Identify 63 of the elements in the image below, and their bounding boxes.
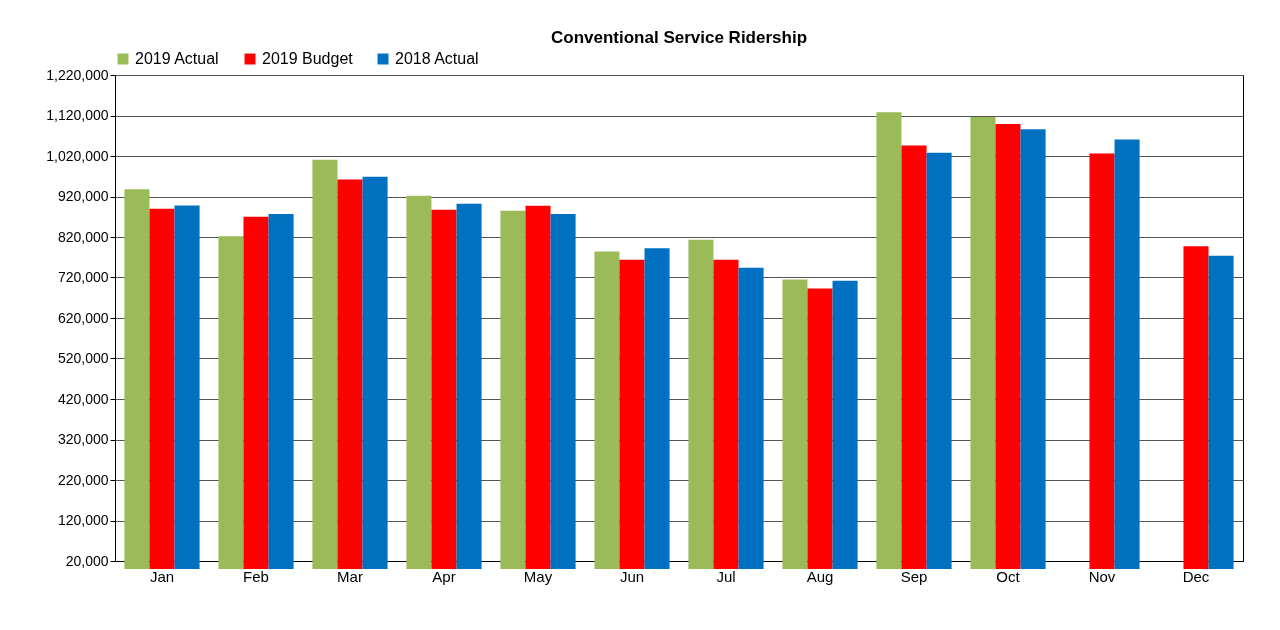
- x-tick-label: Apr: [432, 567, 456, 585]
- bar: [807, 288, 833, 570]
- bar: [268, 213, 294, 570]
- x-tick-label: Aug: [806, 567, 834, 585]
- bar: [1089, 153, 1115, 570]
- bar: [738, 267, 764, 570]
- x-tick-label: Jun: [619, 567, 645, 585]
- x-tick-label: Dec: [1182, 567, 1210, 585]
- bar: [1114, 139, 1140, 570]
- bar: [876, 112, 902, 570]
- y-tick-label: 620,000: [57, 309, 109, 326]
- bar: [362, 176, 388, 570]
- bar: [456, 203, 482, 570]
- y-tick-label: 1,220,000: [46, 66, 109, 83]
- x-tick-label: Jan: [149, 567, 175, 585]
- x-tick-label: Oct: [996, 567, 1021, 585]
- bar: [218, 236, 244, 570]
- bar: [926, 152, 952, 570]
- x-tick-label: May: [523, 567, 553, 585]
- x-tick-label: Nov: [1088, 567, 1116, 585]
- bar: [1208, 255, 1234, 570]
- y-tick-label: 120,000: [57, 512, 109, 528]
- y-tick-label: 920,000: [57, 188, 109, 204]
- y-tick-label: 820,000: [57, 228, 109, 245]
- chart-title: Conventional Service Ridership: [550, 28, 808, 47]
- bar: [174, 205, 200, 570]
- bar: [525, 205, 551, 570]
- bar: [1183, 246, 1209, 570]
- bar: [149, 208, 175, 570]
- bar: [406, 195, 432, 570]
- y-tick-label: 720,000: [57, 269, 109, 285]
- bar: [124, 189, 150, 570]
- bar: [1020, 129, 1046, 570]
- x-tick-label: Mar: [337, 567, 363, 585]
- bar: [995, 124, 1021, 570]
- bar: [500, 210, 526, 570]
- y-tick-label: 20,000: [65, 552, 109, 569]
- bar: [901, 145, 927, 570]
- x-tick-label: Feb: [243, 567, 269, 585]
- y-tick-label: 420,000: [57, 390, 109, 407]
- bar: [431, 209, 457, 570]
- bar: [713, 259, 739, 570]
- x-tick-label: Sep: [900, 567, 928, 585]
- bar: [337, 179, 363, 570]
- bar: [243, 216, 269, 570]
- legend-label: 2019 Actual: [135, 50, 219, 67]
- bar: [832, 280, 858, 570]
- y-tick-label: 220,000: [57, 471, 109, 488]
- bar: [644, 248, 670, 570]
- bar: [688, 239, 714, 570]
- bar: [619, 259, 645, 570]
- y-tick-label: 520,000: [57, 350, 109, 366]
- bar: [312, 159, 338, 570]
- y-tick-label: 1,020,000: [46, 147, 109, 164]
- x-tick-label: Jul: [716, 567, 736, 585]
- bar: [550, 213, 576, 570]
- y-tick-label: 1,120,000: [46, 107, 109, 123]
- y-tick-label: 320,000: [57, 431, 109, 447]
- bar: [970, 117, 996, 570]
- legend-label: 2019 Budget: [262, 50, 354, 67]
- bar: [782, 279, 808, 570]
- bar: [594, 251, 620, 570]
- legend-label: 2018 Actual: [395, 50, 479, 67]
